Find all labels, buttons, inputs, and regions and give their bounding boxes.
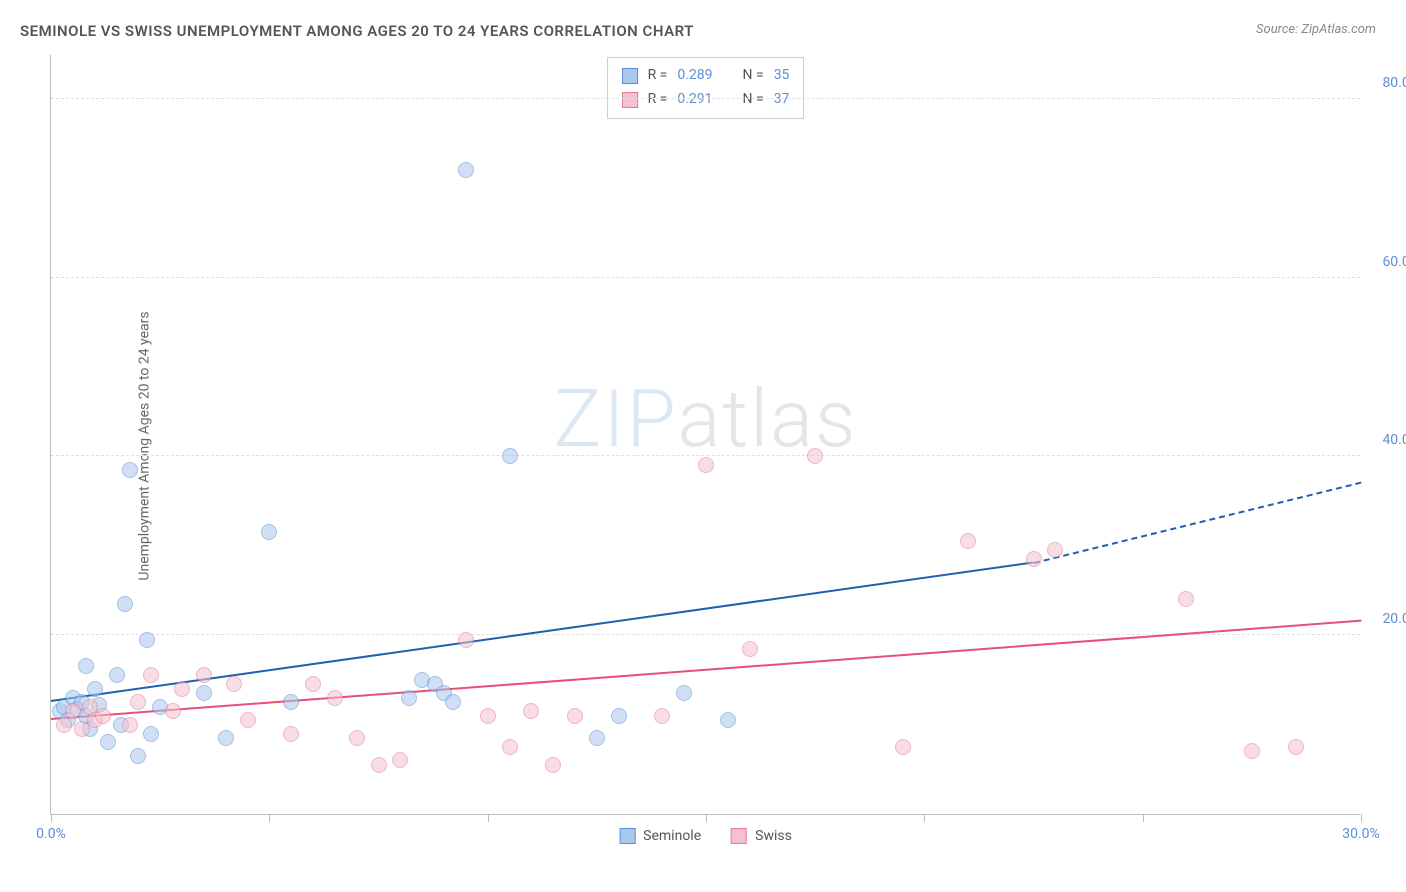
data-point-seminole (261, 524, 277, 540)
data-point-seminole (100, 734, 116, 750)
n-value-seminole: 35 (774, 64, 790, 88)
x-tick (1361, 814, 1362, 822)
trend-line-extrapolated (1033, 481, 1361, 563)
source-attribution: Source: ZipAtlas.com (1256, 22, 1376, 37)
data-point-swiss (1026, 551, 1042, 567)
x-tick-label: 30.0% (1342, 826, 1380, 842)
data-point-swiss (1288, 739, 1304, 755)
data-point-swiss (65, 703, 81, 719)
x-tick-label: 0.0% (36, 826, 66, 842)
data-point-seminole (109, 667, 125, 683)
data-point-swiss (523, 703, 539, 719)
x-tick (269, 814, 270, 822)
data-point-swiss (122, 717, 138, 733)
correlation-row-seminole: R = 0.289 N = 35 (622, 64, 790, 88)
data-point-seminole (676, 685, 692, 701)
data-point-swiss (283, 726, 299, 742)
x-tick (51, 814, 52, 822)
data-point-swiss (130, 694, 146, 710)
data-point-seminole (283, 694, 299, 710)
data-point-seminole (611, 708, 627, 724)
r-value-seminole: 0.289 (677, 64, 712, 88)
data-point-seminole (78, 658, 94, 674)
data-point-swiss (698, 457, 714, 473)
data-point-swiss (960, 533, 976, 549)
data-point-swiss (1244, 743, 1260, 759)
y-tick-label: 40.0% (1382, 432, 1406, 448)
data-point-swiss (742, 641, 758, 657)
n-label: N = (743, 88, 764, 112)
data-point-seminole (458, 162, 474, 178)
data-point-swiss (174, 681, 190, 697)
data-point-seminole (117, 596, 133, 612)
data-point-swiss (349, 730, 365, 746)
x-tick (1143, 814, 1144, 822)
gridline (51, 455, 1360, 456)
r-label: R = (648, 64, 668, 88)
swatch-seminole (622, 68, 638, 84)
data-point-swiss (327, 690, 343, 706)
legend-label-seminole: Seminole (643, 828, 701, 844)
series-legend: Seminole Swiss (619, 828, 792, 844)
swatch-swiss (622, 92, 638, 108)
data-point-swiss (371, 757, 387, 773)
data-point-seminole (196, 685, 212, 701)
data-point-swiss (1047, 542, 1063, 558)
watermark-part1: ZIP (553, 372, 677, 466)
data-point-swiss (392, 752, 408, 768)
data-point-swiss (480, 708, 496, 724)
data-point-seminole (502, 448, 518, 464)
correlation-row-swiss: R = 0.291 N = 37 (622, 88, 790, 112)
n-label: N = (743, 64, 764, 88)
data-point-swiss (654, 708, 670, 724)
y-tick-label: 80.0% (1382, 75, 1406, 91)
x-tick (924, 814, 925, 822)
data-point-seminole (401, 690, 417, 706)
data-point-swiss (95, 708, 111, 724)
data-point-swiss (895, 739, 911, 755)
data-point-seminole (87, 681, 103, 697)
x-tick (488, 814, 489, 822)
data-point-seminole (720, 712, 736, 728)
data-point-seminole (218, 730, 234, 746)
data-point-swiss (226, 676, 242, 692)
y-tick-label: 60.0% (1382, 254, 1406, 270)
chart-plot-area: ZIPatlas R = 0.289 N = 35 R = 0.291 N = … (50, 55, 1360, 815)
data-point-swiss (240, 712, 256, 728)
data-point-seminole (122, 462, 138, 478)
watermark-part2: atlas (678, 372, 858, 466)
legend-label-swiss: Swiss (755, 828, 792, 844)
chart-title: SEMINOLE VS SWISS UNEMPLOYMENT AMONG AGE… (20, 22, 694, 40)
legend-swatch-swiss (731, 828, 747, 844)
data-point-swiss (1178, 591, 1194, 607)
data-point-swiss (56, 717, 72, 733)
data-point-swiss (807, 448, 823, 464)
gridline (51, 98, 1360, 99)
data-point-seminole (130, 748, 146, 764)
data-point-swiss (165, 703, 181, 719)
data-point-swiss (502, 739, 518, 755)
data-point-swiss (305, 676, 321, 692)
data-point-swiss (545, 757, 561, 773)
data-point-seminole (445, 694, 461, 710)
data-point-seminole (139, 632, 155, 648)
legend-item-seminole: Seminole (619, 828, 701, 844)
legend-swatch-seminole (619, 828, 635, 844)
data-point-swiss (567, 708, 583, 724)
gridline (51, 277, 1360, 278)
r-value-swiss: 0.291 (677, 88, 712, 112)
data-point-seminole (589, 730, 605, 746)
correlation-legend: R = 0.289 N = 35 R = 0.291 N = 37 (607, 57, 805, 119)
data-point-swiss (458, 632, 474, 648)
x-tick (706, 814, 707, 822)
legend-item-swiss: Swiss (731, 828, 792, 844)
data-point-seminole (143, 726, 159, 742)
data-point-swiss (143, 667, 159, 683)
data-point-swiss (196, 667, 212, 683)
n-value-swiss: 37 (774, 88, 790, 112)
y-tick-label: 20.0% (1382, 611, 1406, 627)
r-label: R = (648, 88, 668, 112)
